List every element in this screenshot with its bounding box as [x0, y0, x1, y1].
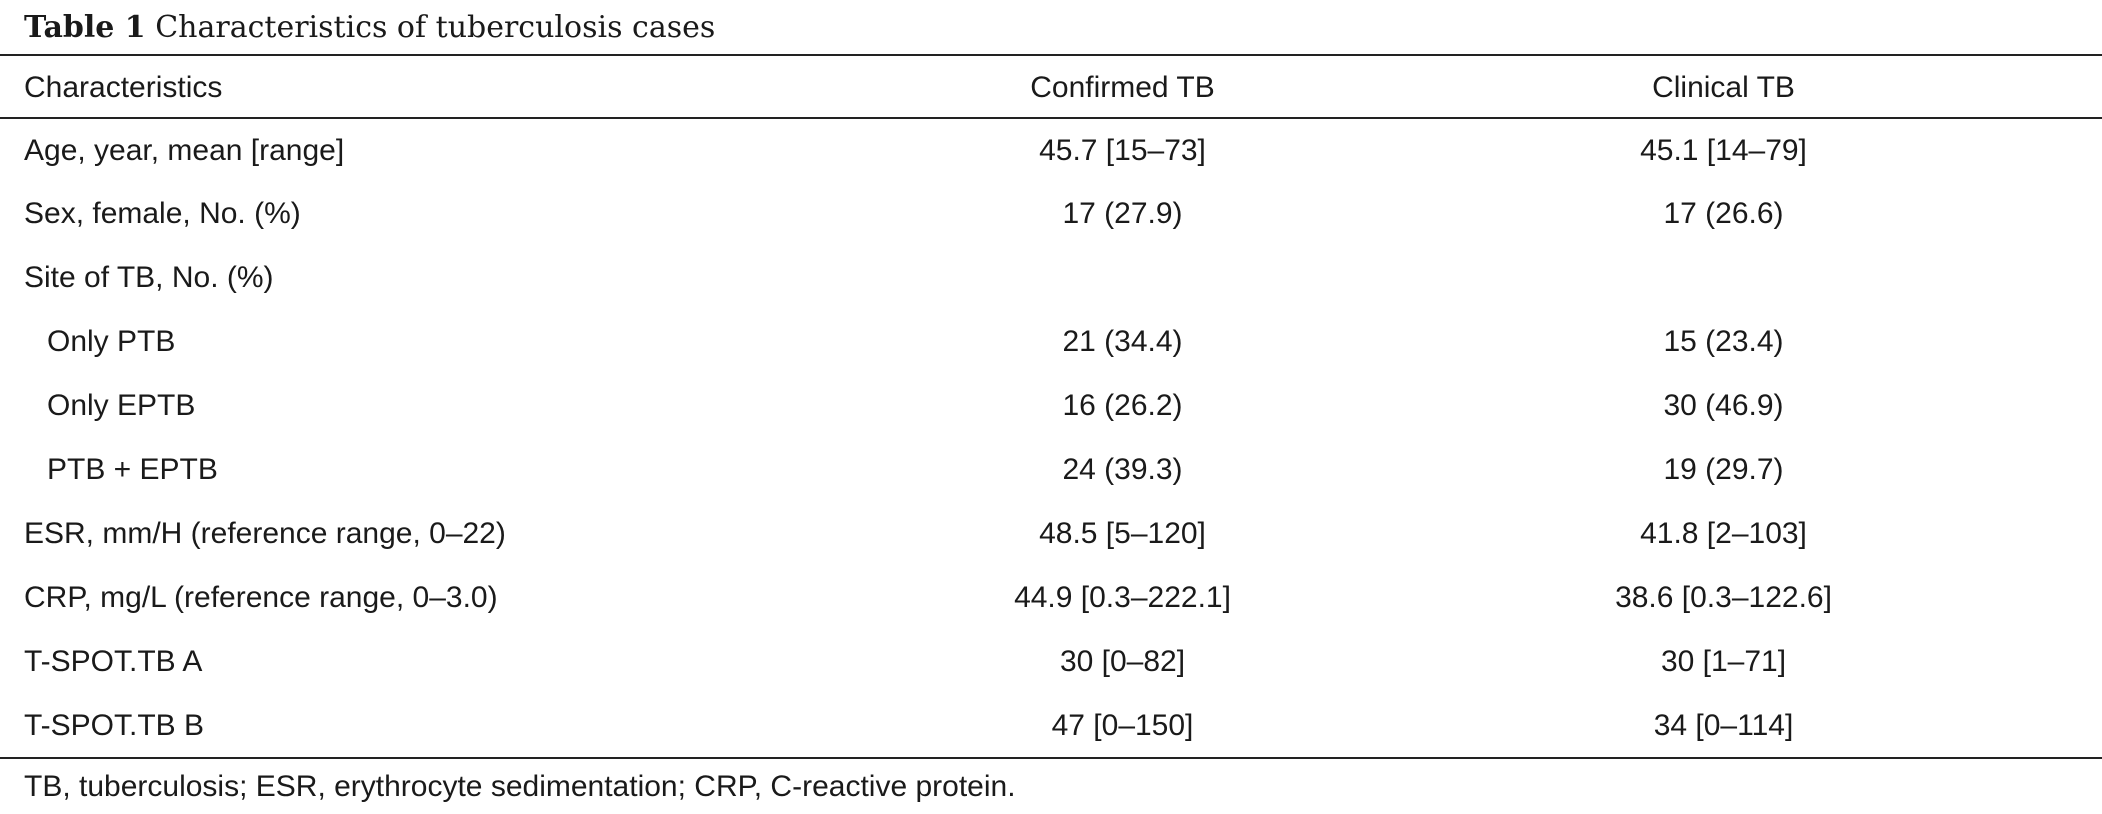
header-confirmed-tb: Confirmed TB	[1030, 71, 1215, 104]
row-characteristic: CRP, mg/L (reference range, 0–3.0)	[24, 581, 498, 614]
row-confirmed-value: 21 (34.4)	[1062, 325, 1183, 358]
table-bottom-rule	[0, 757, 2102, 759]
table-footnote: TB, tuberculosis; ESR, erythrocyte sedim…	[24, 770, 1016, 803]
row-characteristic: Only PTB	[47, 325, 176, 358]
row-clinical-value: 19 (29.7)	[1663, 453, 1784, 486]
header-clinical-tb: Clinical TB	[1652, 71, 1795, 104]
row-characteristic: T-SPOT.TB A	[24, 645, 203, 678]
row-characteristic: T-SPOT.TB B	[24, 709, 205, 742]
table-caption-label: Table 1	[24, 10, 146, 45]
row-clinical-value	[1345, 246, 2102, 310]
table-row: Only EPTB 16 (26.2) 30 (46.9)	[0, 374, 2102, 438]
row-clinical-value: 38.6 [0.3–122.6]	[1615, 581, 1832, 614]
table-header-row: Characteristics Confirmed TB Clinical TB	[0, 56, 2102, 118]
row-clinical-value: 17 (26.6)	[1663, 197, 1784, 230]
table-row: Only PTB 21 (34.4) 15 (23.4)	[0, 310, 2102, 374]
row-characteristic: Age, year, mean [range]	[24, 134, 345, 167]
row-characteristic: Only EPTB	[47, 389, 196, 422]
row-characteristic: PTB + EPTB	[47, 453, 218, 486]
characteristics-table: Characteristics Confirmed TB Clinical TB…	[0, 56, 2102, 758]
row-characteristic: Site of TB, No. (%)	[24, 261, 274, 294]
row-characteristic: Sex, female, No. (%)	[24, 197, 301, 230]
row-clinical-value: 30 [1–71]	[1660, 645, 1787, 678]
table-header-rule	[0, 117, 2102, 119]
table-caption-title: Characteristics of tuberculosis cases	[155, 10, 716, 45]
row-confirmed-value	[900, 246, 1345, 310]
table-row: T-SPOT.TB A 30 [0–82] 30 [1–71]	[0, 630, 2102, 694]
table-top-rule	[0, 54, 2102, 56]
header-characteristics: Characteristics	[24, 71, 223, 104]
row-confirmed-value: 48.5 [5–120]	[1039, 517, 1206, 550]
row-clinical-value: 30 (46.9)	[1663, 389, 1784, 422]
table-row: PTB + EPTB 24 (39.3) 19 (29.7)	[0, 438, 2102, 502]
table-caption: Table 1 Characteristics of tuberculosis …	[24, 8, 715, 48]
row-clinical-value: 45.1 [14–79]	[1640, 134, 1807, 167]
row-confirmed-value: 17 (27.9)	[1062, 197, 1183, 230]
table-row: Site of TB, No. (%)	[0, 246, 2102, 310]
row-confirmed-value: 30 [0–82]	[1059, 645, 1186, 678]
row-clinical-value: 41.8 [2–103]	[1640, 517, 1807, 550]
row-confirmed-value: 16 (26.2)	[1062, 389, 1183, 422]
table-row: T-SPOT.TB B 47 [0–150] 34 [0–114]	[0, 694, 2102, 758]
table-row: CRP, mg/L (reference range, 0–3.0) 44.9 …	[0, 566, 2102, 630]
row-clinical-value: 15 (23.4)	[1663, 325, 1784, 358]
row-confirmed-value: 24 (39.3)	[1062, 453, 1183, 486]
row-clinical-value: 34 [0–114]	[1653, 709, 1794, 742]
table-row: ESR, mm/H (reference range, 0–22) 48.5 […	[0, 502, 2102, 566]
row-confirmed-value: 47 [0–150]	[1051, 709, 1194, 742]
table-row: Age, year, mean [range] 45.7 [15–73] 45.…	[0, 118, 2102, 182]
row-confirmed-value: 45.7 [15–73]	[1039, 134, 1206, 167]
row-characteristic: ESR, mm/H (reference range, 0–22)	[24, 517, 506, 550]
row-confirmed-value: 44.9 [0.3–222.1]	[1014, 581, 1231, 614]
table-row: Sex, female, No. (%) 17 (27.9) 17 (26.6)	[0, 182, 2102, 246]
